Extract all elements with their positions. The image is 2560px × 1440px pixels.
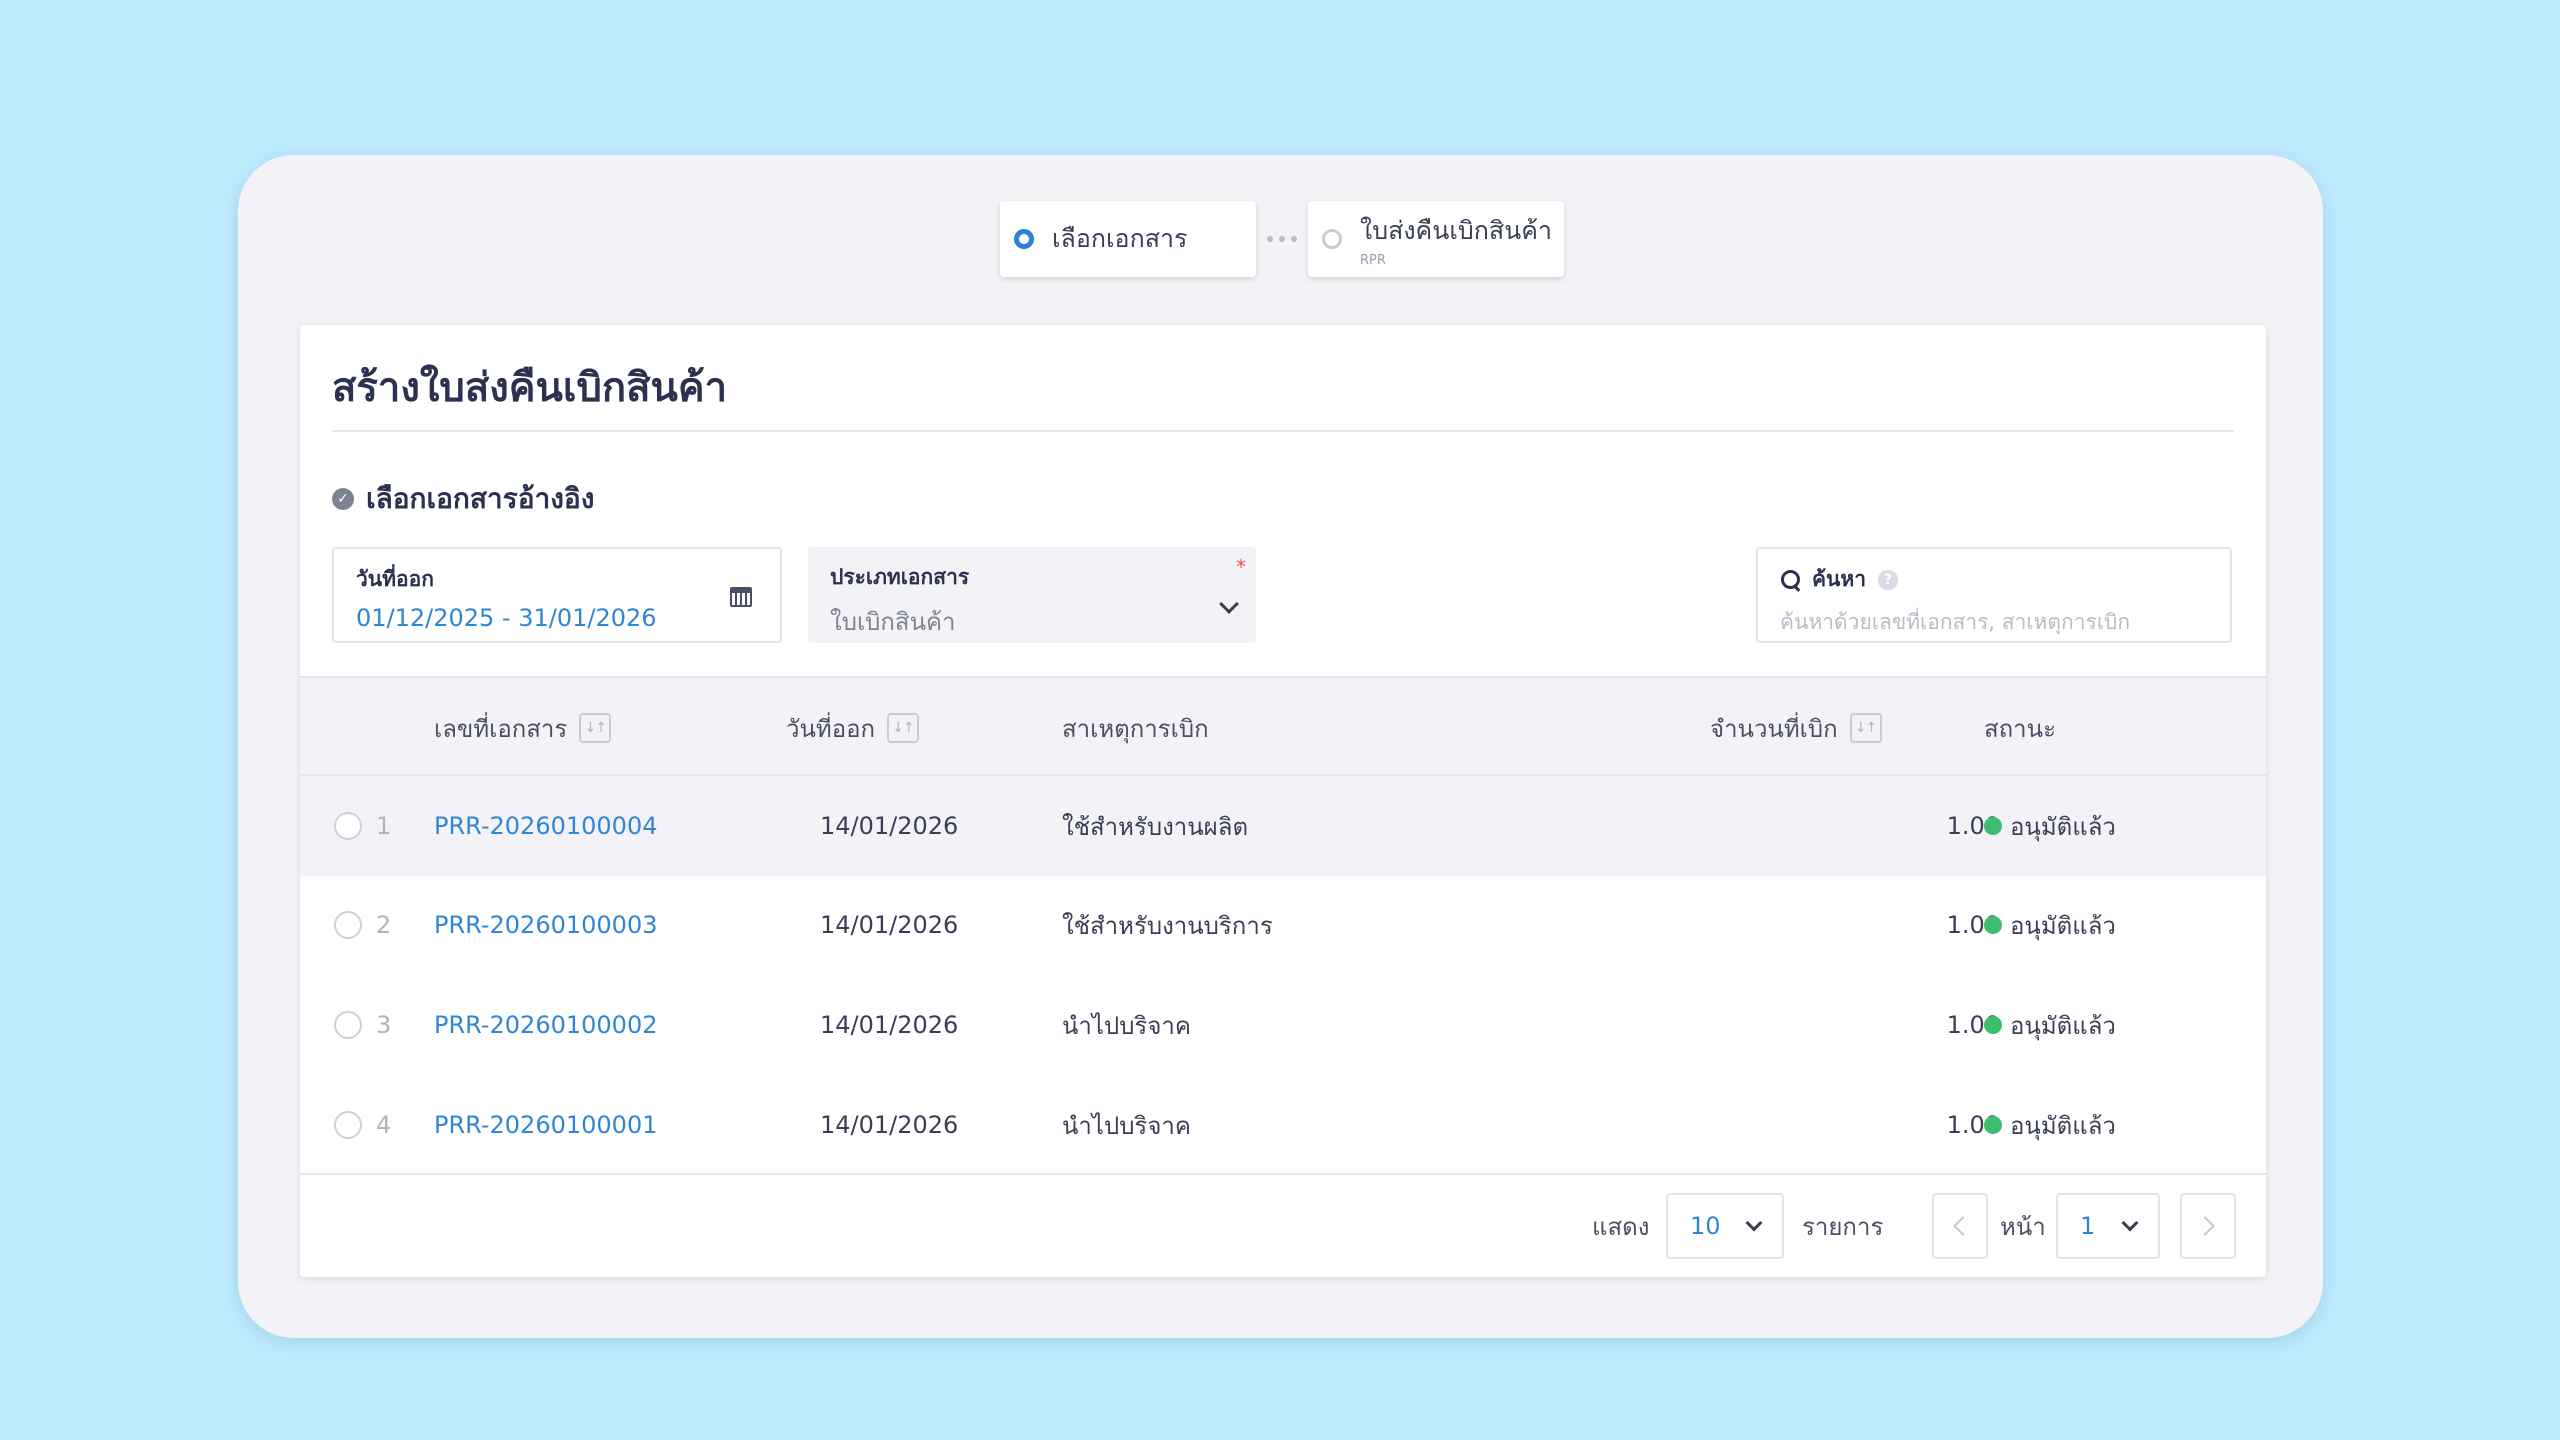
row-radio[interactable]	[334, 911, 362, 939]
table-header: เลขที่เอกสาร ↓↑ วันที่ออก ↓↑ สาเหตุการเบ…	[300, 676, 2266, 776]
table-row[interactable]: 2 PRR-20260100003 14/01/2026 ใช้สำหรับงา…	[300, 875, 2266, 975]
sort-icon[interactable]: ↓↑	[579, 713, 612, 743]
sort-icon[interactable]: ↓↑	[1849, 713, 1882, 743]
issue-date: 14/01/2026	[820, 1011, 959, 1039]
row-number: 4	[376, 1111, 392, 1139]
divider	[332, 430, 2234, 432]
document-type-value: ใบเบิกสินค้า	[830, 608, 956, 636]
step-label: ใบส่งคืนเบิกสินค้า	[1360, 215, 1553, 245]
status-badge: อนุมัติแล้ว	[1984, 975, 2116, 1075]
doc-number-link[interactable]: PRR-20260100004	[434, 812, 658, 840]
quantity: 1.00	[1946, 1011, 2000, 1039]
date-range-field[interactable]: วันที่ออก 01/12/2025 - 31/01/2026	[332, 547, 782, 643]
column-doc-no[interactable]: เลขที่เอกสาร ↓↑	[434, 678, 612, 778]
status-dot-icon	[1984, 817, 2002, 835]
column-reason-label: สาเหตุการเบิก	[1062, 714, 1209, 743]
items-label: รายการ	[1802, 1212, 1884, 1241]
column-date-label: วันที่ออก	[786, 714, 876, 743]
required-mark: *	[1236, 555, 1246, 579]
page-label: หน้า	[2000, 1212, 2046, 1241]
row-radio[interactable]	[334, 812, 362, 840]
doc-number-link[interactable]: PRR-20260100001	[434, 1111, 658, 1139]
stepper: เลือกเอกสาร ใบส่งคืนเบิกสินค้า RPR	[1000, 200, 1564, 278]
section-title: เลือกเอกสารอ้างอิง	[366, 482, 595, 515]
chevron-down-icon	[2121, 1214, 2139, 1232]
table-row[interactable]: 1 PRR-20260100004 14/01/2026 ใช้สำหรับงา…	[300, 776, 2266, 876]
prev-page-button[interactable]	[1932, 1193, 1988, 1259]
row-radio[interactable]	[334, 1011, 362, 1039]
quantity: 1.00	[1946, 1111, 2000, 1139]
chevron-down-icon	[1745, 1214, 1763, 1232]
status-dot-icon	[1984, 1016, 2002, 1034]
app-window: เลือกเอกสาร ใบส่งคืนเบิกสินค้า RPR สร้าง…	[238, 155, 2323, 1338]
status-text: อนุมัติแล้ว	[2010, 1011, 2116, 1040]
main-card: สร้างใบส่งคืนเบิกสินค้า ✓ เลือกเอกสารอ้า…	[300, 325, 2266, 1277]
chevron-right-icon	[2195, 1216, 2215, 1236]
issue-date: 14/01/2026	[820, 812, 959, 840]
column-reason: สาเหตุการเบิก	[1062, 678, 1209, 778]
row-radio[interactable]	[334, 1111, 362, 1139]
step-separator	[1256, 236, 1308, 242]
reason: นำไปบริจาค	[1062, 1011, 1191, 1040]
reason: ใช้สำหรับงานผลิต	[1062, 812, 1249, 841]
step-return-note[interactable]: ใบส่งคืนเบิกสินค้า RPR	[1308, 201, 1564, 277]
status-text: อนุมัติแล้ว	[2010, 1111, 2116, 1140]
page-size-select[interactable]: 10	[1666, 1193, 1784, 1259]
document-type-label: ประเภทเอกสาร	[830, 565, 970, 589]
document-type-select[interactable]: * ประเภทเอกสาร ใบเบิกสินค้า	[808, 547, 1256, 643]
date-range-label: วันที่ออก	[356, 567, 434, 591]
divider	[300, 1173, 2266, 1175]
step-select-document[interactable]: เลือกเอกสาร	[1000, 201, 1256, 277]
search-field[interactable]: ค้นหา ? ค้นหาด้วยเลขที่เอกสาร, สาเหตุการ…	[1756, 547, 2232, 643]
sort-icon[interactable]: ↓↑	[887, 713, 920, 743]
page-value: 1	[2080, 1212, 2096, 1240]
status-badge: อนุมัติแล้ว	[1984, 875, 2116, 975]
page-size-value: 10	[1690, 1212, 1721, 1240]
quantity: 1.00	[1946, 911, 2000, 939]
doc-number-link[interactable]: PRR-20260100002	[434, 1011, 658, 1039]
reason: ใช้สำหรับงานบริการ	[1062, 911, 1273, 940]
column-doc-no-label: เลขที่เอกสาร	[434, 714, 568, 743]
column-status: สถานะ	[1984, 678, 2056, 778]
row-number: 3	[376, 1011, 392, 1039]
next-page-button[interactable]	[2180, 1193, 2236, 1259]
doc-number-link[interactable]: PRR-20260100003	[434, 911, 658, 939]
date-range-value: 01/12/2025 - 31/01/2026	[356, 604, 657, 632]
search-icon	[1780, 569, 1802, 591]
step-label: เลือกเอกสาร	[1052, 224, 1188, 253]
check-circle-icon: ✓	[332, 488, 354, 510]
status-dot-icon	[1984, 1116, 2002, 1134]
status-text: อนุมัติแล้ว	[2010, 812, 2116, 841]
column-status-label: สถานะ	[1984, 714, 2056, 743]
column-date[interactable]: วันที่ออก ↓↑	[786, 678, 920, 778]
search-input[interactable]: ค้นหาด้วยเลขที่เอกสาร, สาเหตุการเบิก	[1780, 610, 2131, 634]
quantity: 1.00	[1946, 812, 2000, 840]
search-label: ค้นหา	[1812, 567, 1867, 591]
reason: นำไปบริจาค	[1062, 1111, 1191, 1140]
step-sub-label: RPR	[1360, 252, 1386, 268]
status-text: อนุมัติแล้ว	[2010, 911, 2116, 940]
column-qty[interactable]: จำนวนที่เบิก ↓↑	[1710, 678, 1882, 778]
step-active-dot-icon	[1014, 229, 1034, 249]
issue-date: 14/01/2026	[820, 911, 959, 939]
table-row[interactable]: 3 PRR-20260100002 14/01/2026 นำไปบริจาค …	[300, 975, 2266, 1075]
status-badge: อนุมัติแล้ว	[1984, 776, 2116, 876]
help-icon[interactable]: ?	[1878, 569, 1899, 590]
table-row[interactable]: 4 PRR-20260100001 14/01/2026 นำไปบริจาค …	[300, 1075, 2266, 1175]
section-header: ✓ เลือกเอกสารอ้างอิง	[332, 477, 594, 521]
status-badge: อนุมัติแล้ว	[1984, 1075, 2116, 1175]
issue-date: 14/01/2026	[820, 1111, 959, 1139]
show-label: แสดง	[1592, 1212, 1650, 1241]
status-dot-icon	[1984, 916, 2002, 934]
page-select[interactable]: 1	[2056, 1193, 2160, 1259]
calendar-icon[interactable]	[730, 587, 752, 607]
chevron-left-icon	[1953, 1216, 1973, 1236]
row-number: 1	[376, 812, 392, 840]
column-qty-label: จำนวนที่เบิก	[1710, 714, 1838, 743]
row-number: 2	[376, 911, 392, 939]
step-inactive-dot-icon	[1322, 229, 1342, 249]
page-title: สร้างใบส่งคืนเบิกสินค้า	[332, 365, 728, 411]
